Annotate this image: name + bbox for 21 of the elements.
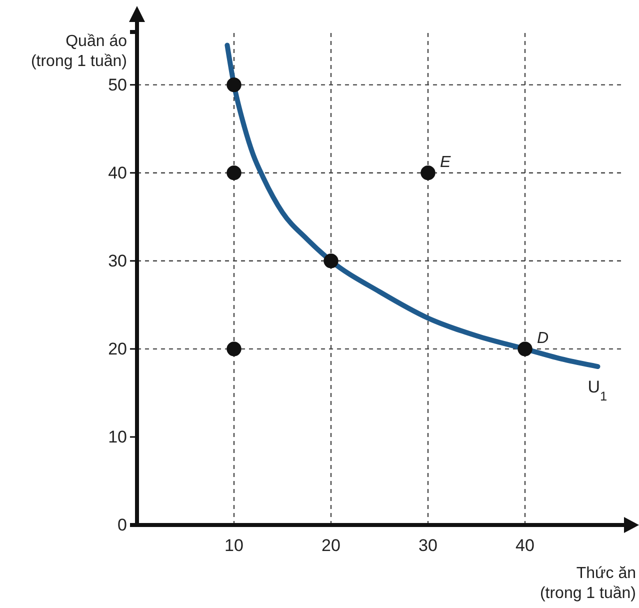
y-tick-label: 0: [118, 515, 127, 534]
y-tick-label: 30: [108, 251, 127, 270]
point: [226, 166, 242, 180]
annotation: D: [537, 330, 549, 347]
y-tick-label: 40: [108, 163, 127, 182]
y-tick-label: 20: [108, 339, 127, 358]
x-tick-label: 30: [418, 536, 438, 556]
series-label: U$_{1}$: [588, 378, 608, 404]
point: [226, 342, 242, 356]
x-tick-label: 20: [322, 536, 340, 556]
x-tick-label: 10: [224, 536, 244, 556]
x-axis-title: Thức ăn (trong 1 tuần): [540, 565, 636, 602]
annotation: E: [440, 154, 451, 171]
y-tick-label: 10: [108, 427, 127, 446]
point: [518, 342, 532, 356]
x-tick-label: 40: [516, 536, 534, 556]
point: [420, 166, 436, 180]
y-tick-label: 50: [108, 75, 127, 94]
point: [226, 77, 242, 92]
y-axis-title: Quần áo (trong 1 tuần): [30, 33, 128, 70]
point: [324, 254, 338, 268]
